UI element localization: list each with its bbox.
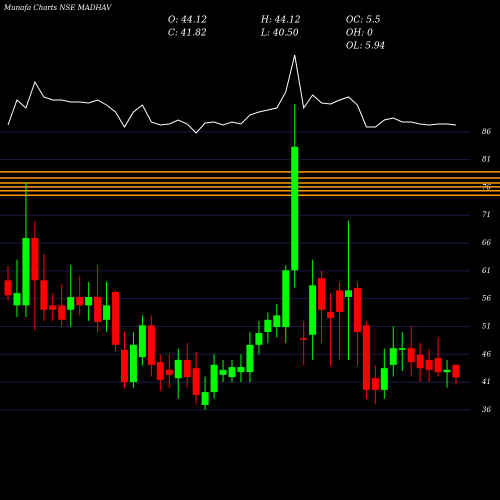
candle-body [416,354,424,369]
candle-body [300,338,308,340]
candle-body [273,315,281,328]
y-tick-label: 36 [482,406,491,414]
candle-body [362,325,370,390]
candle-body [85,296,93,306]
candle-body [318,278,326,310]
candle-body [138,325,146,358]
candle-body [156,362,164,380]
candle-body [264,319,272,333]
y-tick-label: 41 [481,378,491,386]
candle-body [353,288,361,333]
candle-body [237,367,245,373]
candle-body [174,359,182,379]
candle-body [219,369,227,375]
candle-body [112,291,120,345]
y-tick-label: 51 [482,322,491,330]
candle-body [129,344,137,383]
candle-body [103,305,111,320]
info-oh: OH: 0 [346,29,373,39]
y-tick-label: 56 [482,295,491,303]
candle-body [76,296,84,306]
candle-body [309,285,317,335]
info-ol: OL: 5.94 [346,42,386,52]
info-high: H: 44.12 [260,16,301,26]
candle-body [228,367,236,378]
candle-body [147,325,155,365]
y-tick-label: 46 [481,350,491,358]
candle-body [371,378,379,390]
y-tick-label: 81 [482,156,491,164]
candle-body [389,348,397,365]
info-close: C: 41.82 [168,29,207,39]
candle-body [201,392,209,405]
info-oc: OC: 5.5 [346,16,381,26]
candle-body [183,359,191,378]
y-tick-label: 66 [482,239,491,247]
candle-body [282,270,290,328]
candle-body [67,296,75,310]
candle-body [344,290,352,297]
candle-body [380,368,388,390]
candle-body [120,349,128,383]
candle-body [327,312,335,319]
candle-body [40,280,48,310]
candle-body [49,305,57,310]
candle-body [246,344,254,373]
candle-body [192,368,200,395]
candle-body [336,290,344,313]
candle-body [210,364,218,393]
candle-body [291,146,299,271]
info-low: L: 40.50 [260,29,299,39]
info-open: O: 44.12 [168,16,207,26]
candle-body [165,369,173,375]
chart-title: Munafa Charts NSE MADHAV [3,4,112,12]
candle-body [398,348,406,350]
candle-body [443,369,451,373]
candle-body [13,293,21,306]
candle-body [434,358,442,373]
candle-body [452,364,460,378]
indicator-line [7,54,457,134]
candle-body [58,305,66,320]
y-tick-label: 71 [482,211,491,219]
y-tick-label: 61 [482,267,491,275]
candle-body [4,280,12,296]
candle-body [94,296,102,323]
candle-body [425,359,433,370]
candle-body [255,333,263,345]
y-tick-label: 86 [482,128,491,136]
info-panel: O: 44.12 H: 44.12 OC: 5.5 C: 41.82 L: 40… [168,16,386,52]
candle-body [22,238,30,306]
candle-body [31,238,39,281]
candle-body [407,348,415,363]
